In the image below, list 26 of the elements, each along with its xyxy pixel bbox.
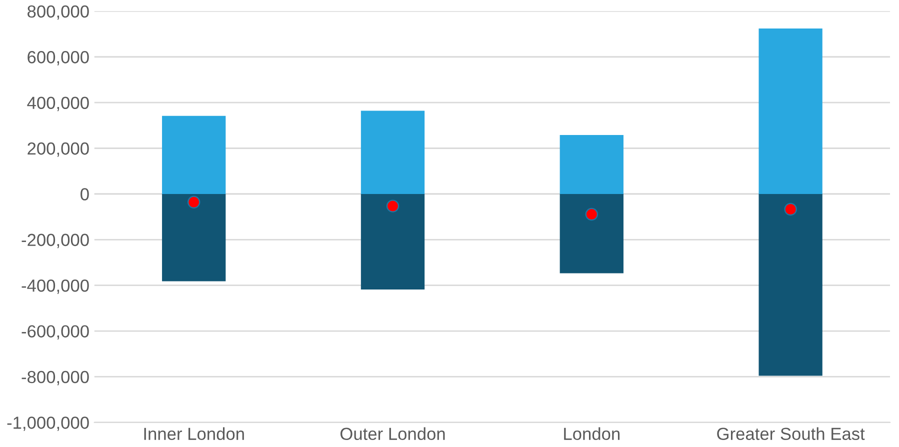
y-tick-label: -600,000: [22, 325, 89, 340]
point: [386, 200, 400, 212]
bar: [758, 28, 822, 194]
bar: [758, 194, 822, 376]
y-tick-label: 600,000: [28, 51, 89, 66]
y-tick-label: -200,000: [22, 234, 89, 248]
bar: [360, 194, 425, 290]
bar: [560, 135, 624, 194]
point: [585, 208, 598, 221]
x-tick-label: Greater South East: [717, 427, 865, 440]
x-tick-label: London: [564, 427, 620, 440]
y-tick-label: 200,000: [28, 142, 89, 157]
bar: [162, 194, 226, 282]
bar: [560, 194, 624, 274]
bar: [360, 110, 425, 194]
x-tick-label: Outer London: [340, 427, 445, 440]
y-tick-label: -800,000: [22, 370, 89, 386]
point: [187, 196, 200, 209]
y-tick-label: -400,000: [22, 280, 89, 294]
bar: [162, 116, 226, 194]
point: [784, 202, 797, 216]
y-tick-label: 400,000: [27, 96, 89, 112]
y-tick-label: 800,000: [28, 5, 89, 20]
y-tick-label: -1,000,000: [7, 416, 89, 431]
y-tick-label: 0: [80, 188, 89, 200]
x-tick-label: Inner London: [144, 427, 244, 440]
